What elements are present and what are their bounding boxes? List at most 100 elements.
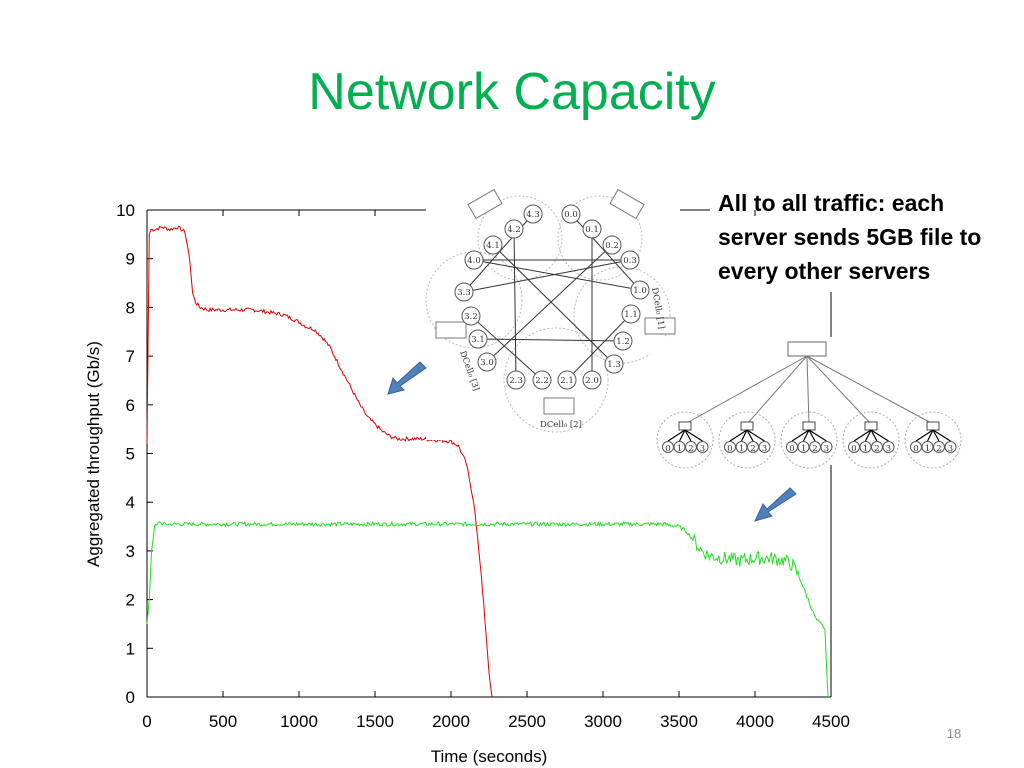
tree-server <box>758 441 771 453</box>
tree-rack-outline <box>842 411 900 469</box>
y-tick-label: 5 <box>126 445 135 464</box>
tree-server-label: 3 <box>700 444 705 454</box>
dcell-switch <box>609 188 645 220</box>
dcell-node <box>454 282 474 302</box>
y-tick-label: 2 <box>126 591 135 610</box>
tree-server-label: 3 <box>886 444 891 454</box>
dcell-link <box>566 313 632 381</box>
dcell-cell-4-outline <box>477 195 563 281</box>
dcell-node <box>504 219 524 239</box>
y-tick-label: 9 <box>126 250 135 269</box>
y-tick-label: 4 <box>126 493 135 512</box>
tree-rack-switch <box>926 421 940 431</box>
slide-title: Network Capacity <box>308 63 716 121</box>
x-tick-label: 4500 <box>812 712 850 731</box>
dcell-node-label: 1.1 <box>624 310 638 320</box>
dcell-node-label: 4.3 <box>526 210 540 220</box>
tree-server-link <box>932 429 940 442</box>
dcell-node <box>582 370 602 390</box>
tree-server-link <box>791 429 810 442</box>
x-tick-label: 1500 <box>356 712 394 731</box>
dcell-link <box>513 228 517 381</box>
traffic-callout: All to all traffic: each server sends 5G… <box>718 190 982 284</box>
x-tick-label: 500 <box>209 712 237 731</box>
dcell-node <box>483 235 503 255</box>
arrow-to-red-curve <box>387 361 427 395</box>
dcell-node-label: 2.0 <box>585 376 599 386</box>
dcell-cell-2-outline <box>503 327 609 433</box>
tree-rack-switch <box>740 421 754 431</box>
dcell-node-label: 3.2 <box>464 312 478 322</box>
dcell-link <box>470 315 543 381</box>
tree-server <box>820 441 833 453</box>
dcell-node <box>477 352 497 372</box>
tree-server-link <box>915 429 934 442</box>
tree-server-link <box>870 429 889 442</box>
tree-server-label: 0 <box>727 444 732 454</box>
tree-server-link <box>870 429 878 442</box>
dcell-node-label: 0.1 <box>585 225 599 235</box>
tree-server-link <box>864 429 872 442</box>
tree-rack-switch <box>864 421 878 431</box>
x-tick-label: 3000 <box>584 712 622 731</box>
tree-rack-outline <box>656 411 714 469</box>
tree-server-label: 2 <box>750 444 755 454</box>
tree-uplink <box>746 355 808 425</box>
dcell-node-label: 2.1 <box>560 376 574 386</box>
tree-uplink <box>806 355 872 425</box>
dcell-node-label: 3.3 <box>457 288 471 298</box>
arrow-to-green-curve <box>754 487 797 522</box>
dcell-label-2: DCell₀ [2] <box>540 420 582 430</box>
dcell-node-label: 3.0 <box>480 358 494 368</box>
tree-uplink <box>806 355 934 425</box>
dcell-node <box>561 204 581 224</box>
dcell-link <box>486 244 613 363</box>
tree-server-label: 0 <box>789 444 794 454</box>
dcell-cell-1-outline <box>573 266 671 364</box>
dcell-node-label: 4.2 <box>507 225 521 235</box>
tree-server-link <box>740 429 748 442</box>
dcell-node <box>523 204 543 224</box>
y-tick-label: 3 <box>126 542 135 561</box>
x-tick-label: 0 <box>142 712 151 731</box>
dcell-node <box>602 235 622 255</box>
tree-uplink <box>806 355 810 425</box>
tree-server-link <box>926 429 934 442</box>
y-tick-label: 1 <box>126 639 135 658</box>
dcell-node <box>613 331 633 351</box>
tree-server-link <box>667 429 686 442</box>
y-axis-title: Aggregated throughput (Gb/s) <box>84 341 103 567</box>
tree-rack-switch <box>678 421 692 431</box>
tree-server-label: 0 <box>665 444 670 454</box>
page-number: 18 <box>946 726 962 741</box>
tree-server-link <box>808 429 827 442</box>
dcell-switch <box>543 397 575 415</box>
dcell-node-label: 4.0 <box>467 256 481 266</box>
tree-server-link <box>932 429 951 442</box>
tree-server-link <box>684 429 703 442</box>
x-tick-label: 3500 <box>660 712 698 731</box>
dcell-node <box>630 280 650 300</box>
dcell-node <box>468 329 488 349</box>
y-tick-label: 7 <box>126 347 135 366</box>
x-axis-title: Time (seconds) <box>431 747 548 766</box>
tree-server-link <box>746 429 754 442</box>
y-tick-label: 0 <box>126 688 135 707</box>
dcell-node-label: 4.1 <box>486 241 500 251</box>
tree-server-link <box>853 429 872 442</box>
tree-server <box>944 441 957 453</box>
tree-server-label: 3 <box>948 444 953 454</box>
tree-rack-outline <box>780 411 838 469</box>
series-line-red <box>146 225 493 698</box>
dcell-link <box>570 213 641 291</box>
tree-rack-switch <box>802 421 816 431</box>
dcell-switch <box>467 188 503 220</box>
tree-server-label: 1 <box>677 444 682 454</box>
dcell-switch <box>644 317 676 335</box>
dcell-node-label: 2.3 <box>509 376 523 386</box>
tree-server-link <box>684 429 692 442</box>
tree-rack-outline <box>718 411 776 469</box>
tree-server-link <box>808 429 816 442</box>
